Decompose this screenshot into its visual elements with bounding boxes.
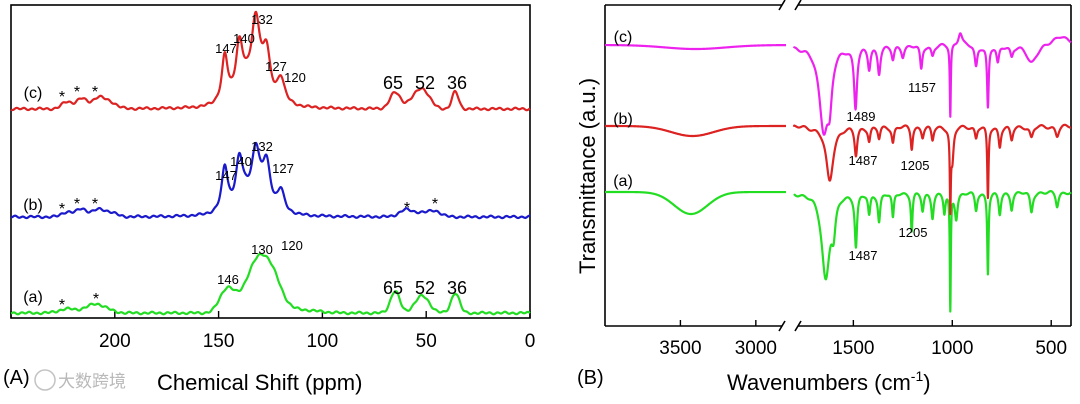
panel-a-xlabel: Chemical Shift (ppm) [157, 370, 362, 395]
panel-a-label: (A) [3, 367, 30, 389]
nmr-peak-label-a: 146 [217, 272, 239, 287]
spinning-sideband-marker: * [92, 84, 98, 101]
ir-peak-label-b: 1205 [901, 158, 930, 173]
spinning-sideband-marker: * [74, 196, 80, 213]
nmr-peak-label-a: 52 [415, 278, 435, 298]
spinning-sideband-marker: * [59, 89, 65, 106]
nmr-peak-label-c: 132 [251, 12, 273, 27]
spinning-sideband-marker: * [59, 297, 65, 314]
nmr-peak-label-b: 147 [215, 168, 237, 183]
nmr-peak-label-b: 132 [251, 139, 273, 154]
panel-a-tick-label: 150 [203, 331, 235, 352]
nmr-peak-label-c: 36 [447, 73, 467, 93]
nmr-series-a [10, 252, 531, 316]
ir-series-c-high [605, 43, 787, 51]
nmr-peak-label-b: 120 [281, 238, 303, 253]
ir-peak-label-c: 1157 [908, 80, 936, 95]
panel-b-traces [605, 32, 1072, 313]
panel-b-tick-label: 500 [1035, 338, 1067, 359]
panel-b-xlabel: Wavenumbers (cm-1) [727, 368, 931, 395]
axis-break-mark [778, 320, 786, 332]
panel-a-frame [10, 4, 531, 319]
spinning-sideband-marker: * [92, 196, 98, 213]
spinning-sideband-marker: * [59, 201, 65, 218]
panel-b-xlabel-sup: -1 [911, 368, 924, 384]
watermark: 大数跨境 [34, 369, 126, 391]
nmr-peak-label-b: 127 [272, 161, 294, 176]
nmr-peak-label-c: 65 [383, 73, 403, 93]
nmr-trace-label-a: (a) [23, 289, 43, 306]
ir-peak-label-a: 1205 [899, 225, 928, 240]
axis-break-mark [794, 0, 802, 11]
axis-break-mark [778, 0, 786, 11]
spinning-sideband-marker: * [74, 84, 80, 101]
ir-series-a-high [605, 190, 786, 216]
watermark-text: 大数跨境 [58, 372, 126, 391]
ir-peak-label-c: 1489 [847, 109, 876, 124]
spinning-sideband-marker: * [93, 291, 99, 308]
panel-a-tick-label: 200 [99, 331, 131, 352]
panel-b-tick-label: 3000 [735, 338, 777, 359]
watermark-logo-icon [34, 369, 56, 391]
ir-trace-label-a: (a) [613, 173, 633, 190]
ir-series-b-high [605, 124, 786, 138]
nmr-peak-label-c: 140 [233, 31, 255, 46]
panel-b-label: (B) [577, 367, 604, 389]
panel-b-frame [604, 0, 1072, 332]
ir-series-a-low [793, 190, 1072, 313]
panel-b-tick-label: 1500 [832, 338, 874, 359]
panel-b-x-ticks: 3500 3000 1500 1000 500 [659, 320, 1067, 359]
ir-series-c-low [792, 32, 1072, 136]
ir-series-b-low [792, 123, 1072, 216]
nmr-peak-label-b: 140 [230, 154, 252, 169]
spinning-sideband-marker: * [404, 200, 410, 217]
panel-b-tick-label: 1000 [931, 338, 973, 359]
nmr-trace-label-c: (c) [24, 85, 43, 102]
panel-a-x-ticks: 200 150 100 50 0 [10, 311, 536, 352]
ir-trace-label-c: (c) [614, 29, 633, 46]
panel-b-xlabel-end: ) [923, 370, 930, 395]
ir-peak-label-b: 1487 [849, 153, 878, 168]
panel-b-peak-labels: (a) 1487 1205 (b) 1487 1205 (c) 1489 1157 [613, 29, 936, 263]
ir-trace-label-b: (b) [613, 111, 633, 128]
panel-a-traces [10, 10, 531, 316]
nmr-series-b [10, 141, 531, 220]
nmr-peak-label-c: 120 [284, 70, 306, 85]
nmr-peak-label-a: 65 [383, 278, 403, 298]
nmr-series-c [10, 10, 531, 112]
nmr-peak-label-c: 127 [265, 59, 287, 74]
panel-a-tick-label: 50 [416, 331, 437, 352]
panel-b-xlabel-main: Wavenumbers (cm [727, 370, 911, 395]
panel-b-tick-label: 3500 [659, 338, 701, 359]
panel-a-tick-label: 0 [525, 331, 536, 352]
nmr-peak-label-a: 130 [251, 242, 273, 257]
ir-peak-label-a: 1487 [849, 248, 878, 263]
axis-break-mark [794, 320, 802, 332]
panel-b-ylabel: Transmittance (a.u.) [575, 78, 600, 274]
panel-a-tick-label: 100 [307, 331, 339, 352]
nmr-trace-label-b: (b) [23, 197, 43, 214]
spinning-sideband-marker: * [432, 196, 438, 213]
nmr-peak-label-c: 52 [415, 73, 435, 93]
nmr-peak-label-a: 36 [447, 278, 467, 298]
nmr-peak-label-c: 147 [215, 41, 237, 56]
